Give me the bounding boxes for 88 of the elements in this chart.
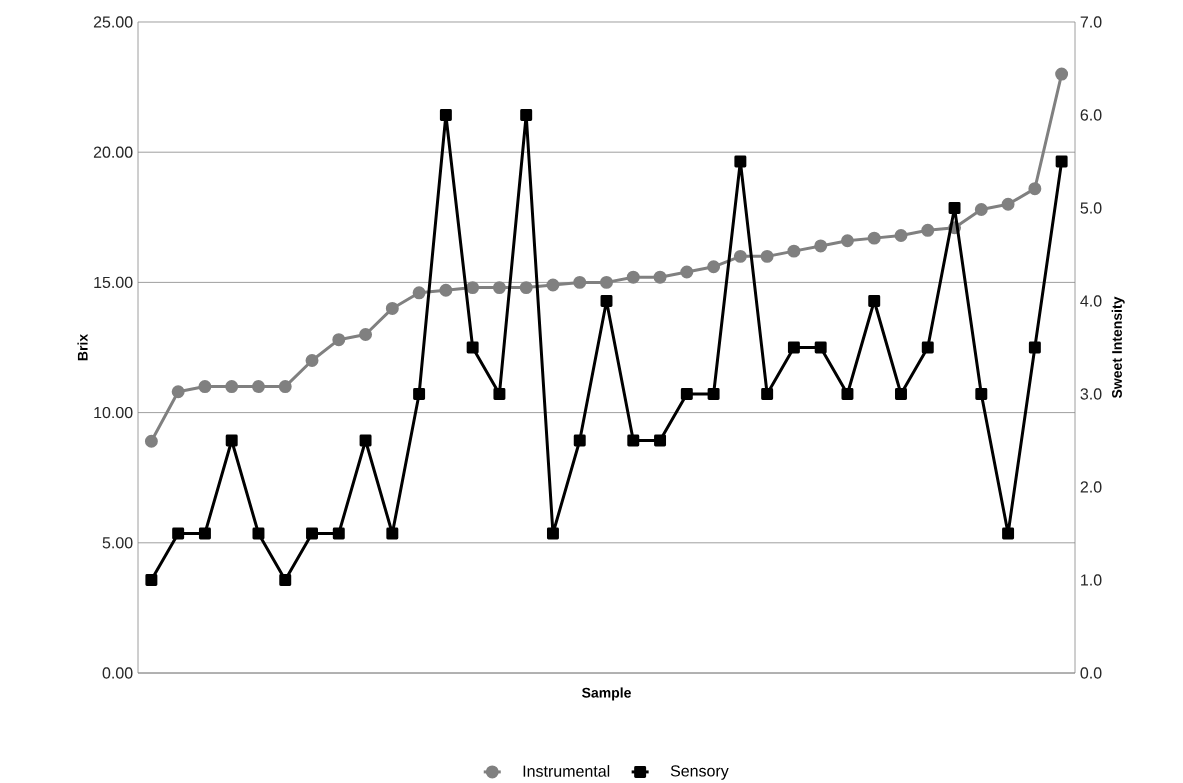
point [1001, 197, 1015, 211]
point [814, 239, 828, 253]
point [948, 202, 961, 214]
y-tick-label: 25.00 [93, 16, 133, 28]
point [171, 385, 185, 399]
point [760, 249, 774, 263]
point [305, 354, 319, 367]
point [439, 283, 453, 297]
point [1028, 341, 1041, 354]
point [520, 109, 533, 121]
point [278, 380, 292, 394]
y-tick-label: 20.00 [93, 146, 133, 158]
point [787, 341, 800, 354]
point [707, 388, 720, 400]
point [761, 388, 774, 400]
y2-tick-label: 3.0 [1080, 388, 1102, 400]
point [412, 286, 426, 300]
legend-label: Sensory [670, 765, 729, 780]
point [306, 527, 318, 540]
point [814, 341, 827, 354]
point [734, 155, 747, 168]
y2-tick-label: 0.0 [1080, 667, 1102, 679]
point [680, 388, 693, 400]
point [546, 527, 559, 540]
point [975, 388, 988, 400]
point [332, 333, 346, 347]
point [413, 388, 426, 400]
point [198, 527, 211, 540]
point [841, 388, 854, 400]
point [332, 527, 345, 540]
point [145, 574, 158, 586]
point [840, 234, 854, 248]
point [867, 231, 881, 245]
point [1028, 182, 1042, 196]
point [627, 434, 640, 447]
point [279, 574, 292, 586]
point [733, 249, 747, 263]
y2-tick-label: 6.0 [1080, 109, 1102, 121]
point [1002, 527, 1015, 540]
point [492, 281, 506, 295]
point [252, 527, 265, 540]
point [546, 278, 560, 292]
point [895, 388, 907, 400]
point [921, 341, 934, 354]
point [707, 260, 721, 274]
point [573, 275, 587, 289]
point [600, 295, 613, 307]
y2-tick-label: 7.0 [1080, 16, 1102, 28]
point [466, 341, 479, 354]
y-axis-title: Brix [77, 333, 88, 361]
point [894, 229, 908, 242]
point [359, 434, 372, 447]
y-tick-label: 5.00 [102, 537, 133, 549]
point [868, 295, 881, 307]
y-tick-label: 10.00 [94, 406, 133, 419]
point [385, 301, 399, 315]
point [386, 527, 399, 540]
y2-tick-label: 4.0 [1080, 295, 1102, 307]
point [653, 270, 667, 284]
y2-tick-label: 5.0 [1080, 202, 1102, 214]
x-axis-title: Sample [582, 687, 631, 701]
point [172, 527, 185, 540]
point [359, 328, 373, 341]
point [573, 434, 586, 447]
point [251, 380, 265, 394]
y-tick-label: 0.00 [102, 667, 133, 679]
point [600, 275, 613, 289]
y-tick-label: 15.00 [94, 276, 133, 289]
point [493, 388, 506, 400]
legend-label: Instrumental [523, 765, 610, 777]
point [198, 380, 212, 394]
point [626, 270, 640, 284]
y2-axis-title: Sweet Intensity [1111, 296, 1125, 399]
point [921, 223, 935, 237]
point [144, 434, 158, 448]
point [680, 265, 694, 279]
point [225, 380, 239, 394]
point [1055, 67, 1069, 81]
point [974, 203, 988, 216]
point [519, 281, 533, 295]
y2-tick-label: 2.0 [1080, 481, 1102, 493]
point [225, 434, 238, 447]
point [654, 434, 667, 447]
point [439, 109, 452, 121]
y2-tick-label: 1.0 [1081, 574, 1102, 586]
point [466, 281, 480, 295]
point [1055, 155, 1068, 168]
point [787, 244, 801, 258]
